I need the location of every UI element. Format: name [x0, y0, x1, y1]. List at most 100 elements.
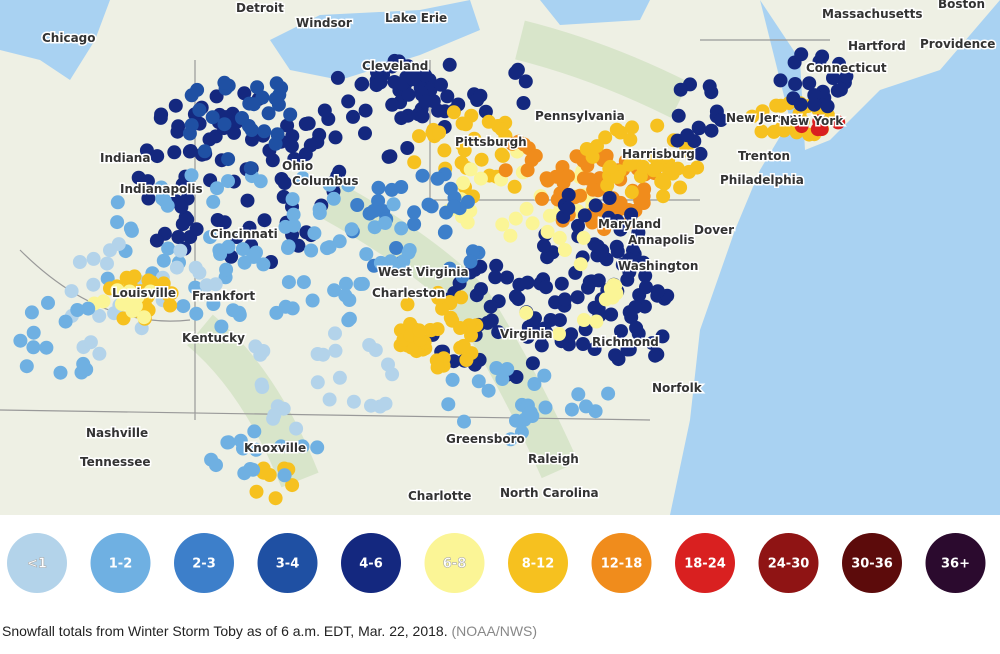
snow-dot	[460, 215, 475, 230]
snow-dot	[508, 65, 523, 80]
snow-dot	[344, 222, 359, 237]
snow-dot	[327, 283, 342, 298]
snow-dot	[769, 98, 784, 113]
snow-dot	[623, 132, 638, 147]
snow-dot	[473, 88, 488, 103]
snow-dot	[277, 176, 292, 190]
snow-dot	[274, 439, 288, 454]
snow-dot	[249, 484, 264, 499]
snow-dot	[291, 238, 306, 253]
snow-dot	[214, 319, 229, 334]
snow-dot	[240, 193, 255, 208]
place-label: Kentucky	[182, 331, 245, 345]
snow-dot	[150, 149, 165, 164]
snow-dot	[268, 136, 283, 151]
snow-dot	[149, 233, 164, 248]
snow-dot	[636, 159, 651, 174]
place-label: Ohio	[282, 159, 313, 173]
snow-dot	[430, 360, 445, 375]
snow-dot	[561, 169, 575, 184]
snow-dot	[576, 230, 591, 245]
snow-dot	[183, 144, 198, 158]
place-label: Harrisburg	[622, 147, 695, 161]
snow-dot	[322, 392, 337, 407]
snow-dot	[281, 275, 296, 290]
snow-dot	[212, 243, 227, 258]
snow-dot	[418, 68, 433, 83]
snow-dot	[820, 99, 835, 114]
snow-dot	[610, 244, 625, 259]
snow-dot	[289, 421, 304, 436]
snow-dot	[202, 132, 217, 147]
snow-dot	[588, 198, 603, 213]
snow-dot	[394, 111, 409, 126]
snow-dot	[13, 333, 28, 348]
snow-dot	[620, 272, 635, 287]
place-label: Philadelphia	[720, 173, 804, 187]
snow-dot	[702, 79, 717, 94]
place-label: Boston	[938, 0, 985, 11]
snow-dot	[534, 325, 549, 340]
snow-dot	[582, 172, 597, 187]
snow-dot	[457, 414, 471, 429]
place-label: Chicago	[42, 31, 96, 45]
snow-dot	[561, 201, 576, 216]
snow-dot	[199, 278, 214, 293]
snow-dot	[438, 224, 453, 239]
snow-dot	[285, 478, 300, 493]
snow-dot	[608, 348, 623, 363]
snow-dot	[86, 251, 101, 266]
snow-dot	[383, 254, 398, 269]
snow-dot	[169, 260, 184, 275]
snow-dot	[589, 314, 604, 329]
snow-dot	[362, 338, 377, 352]
snow-dot	[385, 367, 400, 382]
snow-dot	[226, 303, 241, 318]
snow-dot	[285, 301, 300, 316]
snow-dot	[326, 191, 341, 206]
snow-dot	[407, 155, 422, 170]
snow-dot	[168, 98, 183, 113]
snow-dot	[322, 177, 337, 192]
place-label: Columbus	[292, 174, 359, 188]
place-label: Norfolk	[652, 381, 703, 395]
snow-dot	[221, 152, 236, 167]
snow-dot	[281, 239, 296, 254]
snow-dot	[500, 362, 515, 376]
snow-dot	[549, 169, 563, 184]
snowfall-map: Chicago Detroit Windsor Lake Erie Cleveland M…	[0, 0, 1000, 593]
snow-dot	[364, 398, 378, 413]
snow-dot	[814, 122, 829, 137]
snow-dot	[378, 216, 393, 230]
place-label: Raleigh	[528, 452, 579, 466]
place-label: Lake Erie	[385, 11, 447, 25]
snow-dot	[454, 290, 469, 305]
snow-dot	[815, 49, 830, 64]
caption: Snowfall totals from Winter Storm Toby a…	[2, 623, 537, 639]
snow-dot	[173, 243, 188, 258]
place-label: Windsor	[296, 16, 352, 30]
snow-dot	[624, 207, 639, 222]
snow-dot	[571, 387, 586, 402]
snow-dot	[650, 284, 665, 299]
snow-dot	[285, 129, 300, 144]
legend-label: 30-36	[851, 557, 893, 572]
snow-dot	[826, 71, 840, 85]
snow-dot	[474, 152, 489, 167]
snow-dot	[527, 377, 542, 391]
snow-dot	[110, 195, 125, 210]
snow-dot	[656, 189, 671, 204]
snow-dot	[41, 295, 55, 310]
snow-dot	[188, 260, 203, 275]
snow-dot	[210, 181, 224, 196]
snow-dot	[587, 342, 602, 356]
snow-dot	[261, 106, 276, 121]
snow-dot	[576, 337, 590, 351]
snow-dot	[358, 126, 372, 141]
place-label: Knoxville	[244, 441, 306, 455]
snow-dot	[153, 110, 168, 125]
snow-dot	[473, 171, 488, 186]
snow-dot	[655, 329, 670, 344]
snow-dot	[528, 148, 543, 163]
snow-dot	[430, 171, 445, 186]
